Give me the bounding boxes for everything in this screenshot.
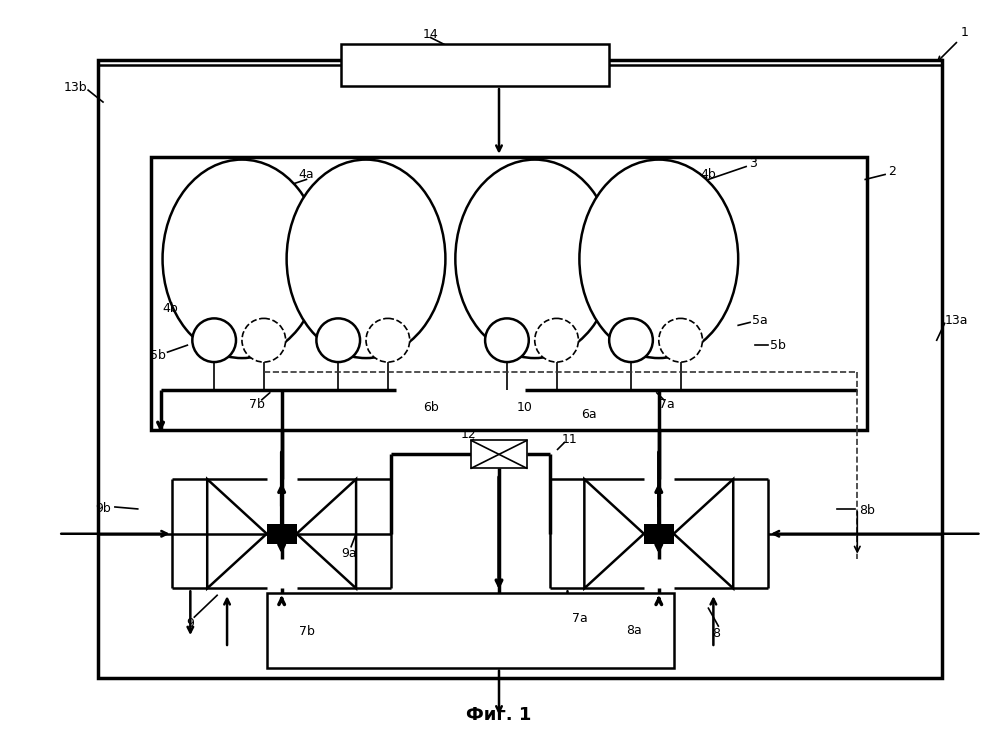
Text: 9a: 9a: [342, 547, 357, 560]
Circle shape: [317, 319, 360, 362]
Ellipse shape: [287, 160, 446, 358]
Text: 13a: 13a: [945, 314, 968, 327]
Text: 5b: 5b: [770, 338, 786, 352]
Text: 4b: 4b: [163, 302, 179, 315]
Circle shape: [193, 319, 236, 362]
Text: 4b: 4b: [700, 168, 716, 181]
Text: 2: 2: [888, 165, 896, 178]
Circle shape: [609, 319, 652, 362]
Text: Фиг. 1: Фиг. 1: [467, 706, 531, 724]
Text: 11: 11: [561, 433, 577, 446]
Text: 4a: 4a: [299, 168, 315, 181]
Text: 8: 8: [712, 627, 720, 639]
Text: 12: 12: [461, 428, 477, 441]
Text: 8b: 8b: [859, 505, 875, 517]
Text: 3: 3: [749, 157, 757, 170]
Text: 14: 14: [423, 28, 439, 41]
Text: 6b: 6b: [423, 401, 439, 415]
Bar: [267, 524, 297, 544]
Text: 7b: 7b: [249, 398, 265, 411]
Bar: [342, 44, 609, 86]
Text: 9: 9: [187, 616, 194, 630]
Bar: [267, 593, 673, 668]
Bar: [644, 524, 673, 544]
Text: 8a: 8a: [626, 624, 641, 636]
Text: 9b: 9b: [95, 503, 111, 515]
Text: 5b: 5b: [150, 349, 166, 361]
Text: 6a: 6a: [581, 408, 597, 421]
Text: 7a: 7a: [571, 612, 587, 624]
Ellipse shape: [579, 160, 738, 358]
Text: 5a: 5a: [212, 329, 228, 341]
Text: 13b: 13b: [63, 81, 87, 94]
Text: 10: 10: [516, 401, 532, 415]
Circle shape: [366, 319, 410, 362]
Text: 1: 1: [961, 26, 968, 39]
Bar: [472, 440, 526, 469]
FancyBboxPatch shape: [98, 61, 942, 678]
Bar: [151, 157, 867, 429]
Text: 5a: 5a: [752, 314, 768, 327]
Circle shape: [486, 319, 528, 362]
Text: 7a: 7a: [659, 398, 674, 411]
Ellipse shape: [456, 160, 614, 358]
Circle shape: [534, 319, 578, 362]
Circle shape: [242, 319, 286, 362]
Ellipse shape: [163, 160, 322, 358]
Text: 7b: 7b: [299, 624, 315, 638]
Circle shape: [658, 319, 702, 362]
